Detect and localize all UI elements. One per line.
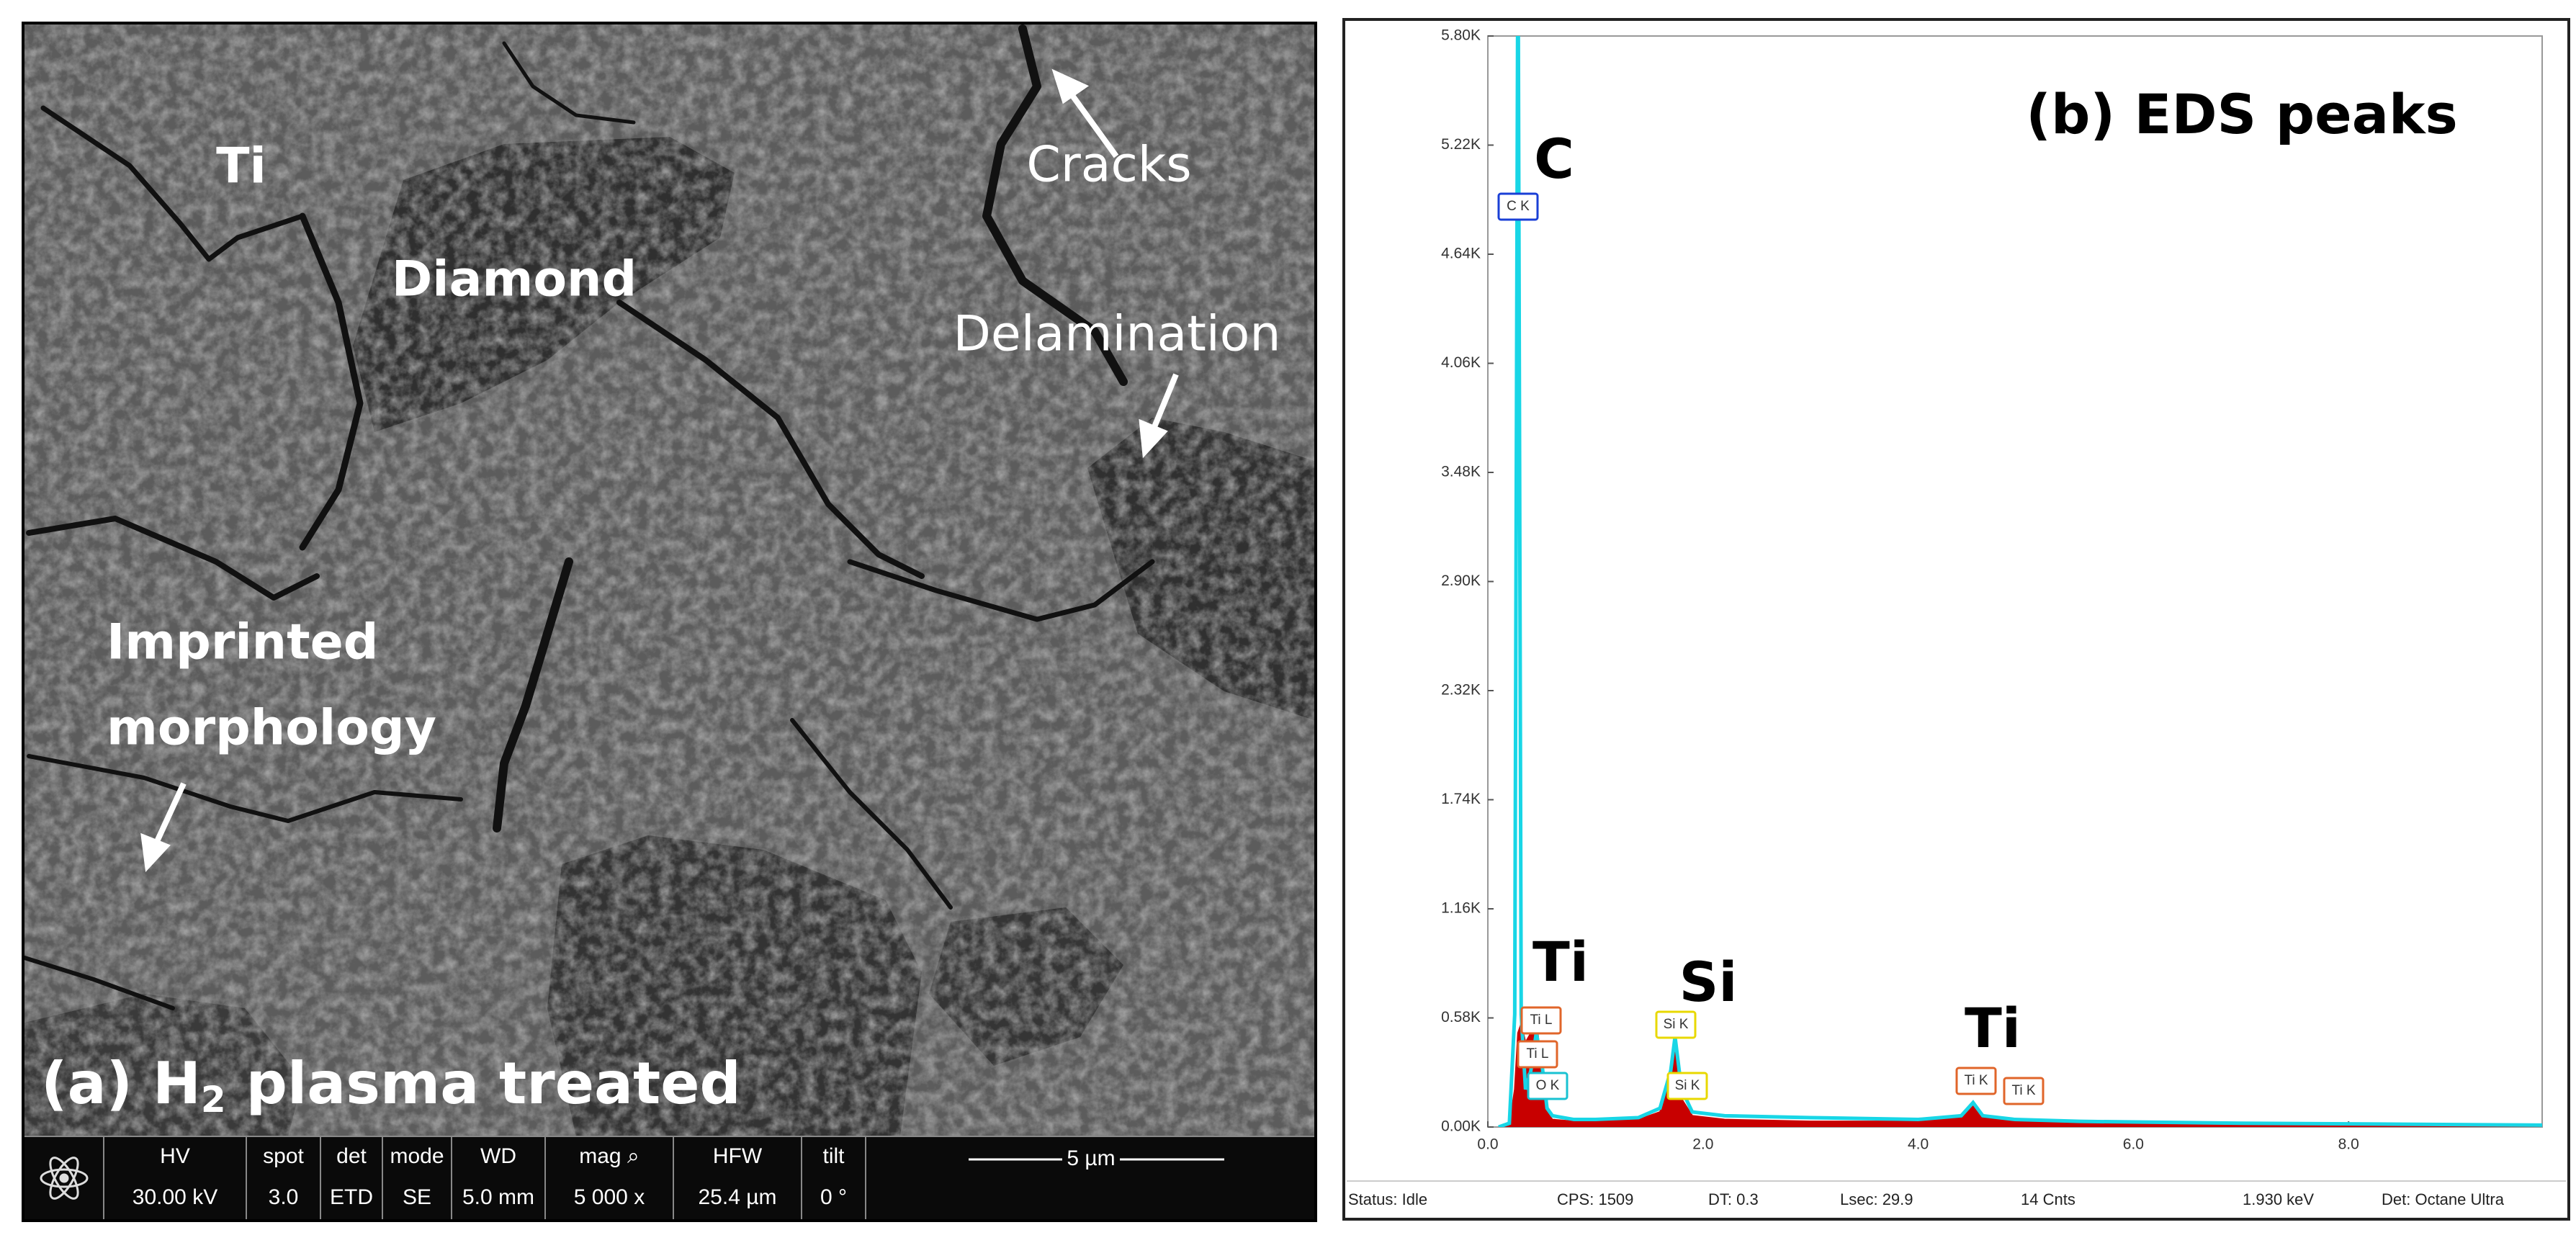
x-tick-label: 8.0 — [2338, 1136, 2359, 1153]
arrows — [140, 68, 1179, 872]
info-value: 30.00 kV — [133, 1185, 217, 1209]
peak-label: Ti L — [1527, 1046, 1549, 1061]
peak-label-box — [2003, 1077, 2045, 1105]
y-tick-label: 5.80K — [1441, 27, 1481, 44]
info-header: mag ⌕ — [579, 1144, 639, 1168]
peak-label: Si K — [1675, 1078, 1700, 1093]
arrow — [1067, 89, 1119, 158]
y-tick-label: 0.58K — [1441, 1009, 1481, 1025]
x-tick-label: 4.0 — [1908, 1136, 1929, 1153]
info-header: det — [336, 1144, 367, 1168]
arrow — [152, 782, 187, 848]
element-label: Ti — [1532, 930, 1589, 994]
info-value: 0 ° — [820, 1185, 847, 1209]
peak-label-box — [1655, 1010, 1697, 1039]
status-item: 14 Cnts — [2021, 1190, 2075, 1208]
info-header: tilt — [823, 1144, 845, 1168]
spectrum-line — [1498, 36, 2542, 1127]
arrowhead — [140, 832, 171, 872]
y-tick-label: 1.74K — [1441, 791, 1481, 807]
eds-panel: (b) EDS peaks 0.00K 0.58K 1.16K 1.74K 2.32K 2… — [1342, 18, 2570, 1221]
caption-text: (a) H — [41, 1050, 201, 1117]
x-tick-label: 0.0 — [1477, 1136, 1498, 1153]
peak-label-box — [1520, 1006, 1562, 1035]
info-header: HV — [160, 1144, 190, 1168]
peak-label: Ti L — [1530, 1013, 1553, 1028]
chart-title: (b) EDS peaks — [2026, 82, 2458, 146]
y-tick-label: 5.22K — [1441, 136, 1481, 153]
info-value: SE — [403, 1185, 431, 1209]
peak-label-box — [1497, 192, 1539, 221]
peak-label: Ti K — [2011, 1083, 2035, 1098]
info-value: 25.4 µm — [699, 1185, 777, 1209]
y-tick-label: 4.06K — [1441, 354, 1481, 371]
info-header: mode — [390, 1144, 444, 1168]
y-tick-label: 0.00K — [1441, 1118, 1481, 1135]
x-tick-label: 2.0 — [1692, 1136, 1713, 1153]
peak-label-box — [1955, 1067, 1997, 1095]
info-value: ETD — [330, 1185, 373, 1209]
status-item: Lsec: 29.9 — [1840, 1190, 1913, 1208]
info-header: spot — [263, 1144, 304, 1168]
arrowhead — [1139, 418, 1168, 459]
info-bar: HV 30.00 kV spot 3.0 det ETD mode SE WD 5.0 mm mag… — [24, 1136, 1314, 1219]
annotation: Imprinted — [107, 614, 378, 671]
y-tick-label: 2.32K — [1441, 682, 1481, 699]
peak-label: C K — [1507, 199, 1530, 214]
annotation: morphology — [107, 700, 436, 757]
info-value: 5 000 x — [574, 1185, 645, 1209]
element-label: C — [1534, 127, 1574, 191]
info-value: 3.0 — [269, 1185, 299, 1209]
y-tick-label: 4.64K — [1441, 246, 1481, 262]
info-value: 5.0 mm — [462, 1185, 534, 1209]
annotation: Diamond — [392, 251, 637, 308]
x-tick-label: 6.0 — [2123, 1136, 2144, 1153]
status-item: 1.930 keV — [2243, 1190, 2314, 1208]
annotation: Delamination — [953, 306, 1281, 363]
info-header: WD — [480, 1144, 516, 1168]
annotation: Ti — [216, 138, 266, 195]
peak-label-box — [1517, 1040, 1558, 1069]
peak-label: Ti K — [1964, 1073, 1988, 1088]
caption-subscript: 2 — [201, 1079, 226, 1121]
peak-label-box — [1527, 1072, 1569, 1100]
caption-text: plasma treated — [226, 1050, 741, 1117]
element-label: Ti — [1965, 996, 2021, 1060]
arrowhead — [1051, 68, 1090, 104]
status-item: DT: 0.3 — [1708, 1190, 1759, 1208]
peak-label: Si K — [1664, 1017, 1689, 1032]
sem-image — [24, 24, 1314, 1136]
element-label: Si — [1679, 950, 1738, 1014]
info-header: HFW — [713, 1144, 763, 1168]
caption: (a) H2 plasma treated — [41, 1050, 741, 1121]
status-item: CPS: 1509 — [1557, 1190, 1633, 1208]
y-tick-label: 3.48K — [1441, 464, 1481, 480]
sem-panel: Ti Diamond Cracks Delamination Imprinted… — [22, 22, 1317, 1222]
status-item: Det: Octane Ultra — [2382, 1190, 2505, 1208]
plot-area — [1487, 35, 2543, 1128]
y-tick-label: 1.16K — [1441, 900, 1481, 917]
logo-icon — [40, 1157, 89, 1200]
peak-label: O K — [1536, 1078, 1560, 1093]
sem-annotations: Ti Diamond Cracks Delamination Imprinted… — [41, 68, 1281, 1121]
status-item: Status: Idle — [1348, 1190, 1427, 1208]
arrow — [1149, 373, 1179, 434]
peak-label-box — [1666, 1072, 1708, 1100]
scale-bar-label: 5 µm — [1067, 1146, 1115, 1170]
y-tick-label: 2.90K — [1441, 573, 1481, 589]
